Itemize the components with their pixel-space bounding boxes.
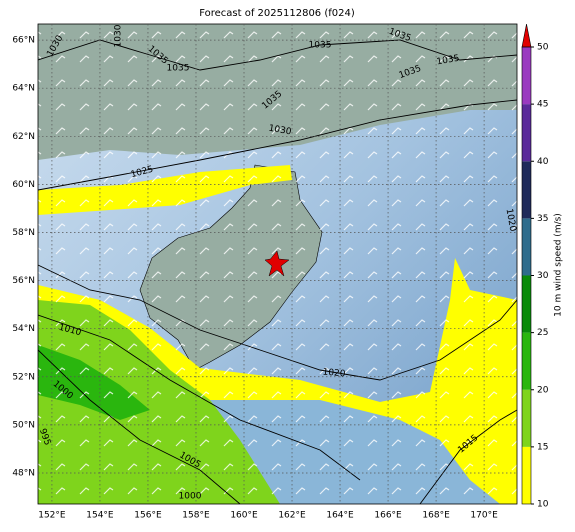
colorbar-tick-label: 35 [537, 214, 548, 224]
contour-label: 1020 [504, 208, 518, 233]
colorbar-segment [522, 104, 531, 162]
isobar [419, 409, 517, 504]
lat-tick-label: 66°N [12, 36, 35, 46]
colorbar-tick-label: 50 [537, 43, 549, 53]
isobar [38, 264, 517, 381]
colorbar-extension [521, 23, 532, 48]
colorbar-segment [522, 332, 531, 390]
lon-tick-label: 166°E [374, 511, 402, 521]
lon-tick-label: 156°E [134, 511, 162, 521]
lat-tick-label: 60°N [12, 180, 35, 190]
colorbar-tick-label: 25 [537, 328, 548, 338]
lon-tick-label: 160°E [230, 511, 258, 521]
colorbar-segment [522, 218, 531, 276]
lat-tick-label: 64°N [12, 84, 35, 94]
lat-tick-label: 58°N [12, 228, 35, 238]
colorbar-segment [522, 275, 531, 333]
lat-tick-label: 48°N [12, 468, 35, 478]
contour-label: 1035 [309, 41, 332, 51]
lat-tick-label: 56°N [12, 276, 35, 286]
contour-label: 1035 [436, 54, 460, 68]
lat-tick-label: 62°N [12, 132, 35, 142]
colorbar-segment [522, 47, 531, 105]
contour-label: 1000 [179, 492, 202, 502]
contour-label: 1035 [167, 64, 190, 74]
map-frame [37, 23, 518, 505]
lon-tick-label: 162°E [278, 511, 306, 521]
isobar [38, 314, 361, 481]
lon-tick-label: 168°E [422, 511, 450, 521]
lon-tick-label: 152°E [38, 511, 66, 521]
colorbar-tick-label: 10 [537, 500, 549, 510]
isobar [38, 99, 517, 191]
contour-label: 1030 [114, 24, 124, 47]
lat-tick-label: 52°N [12, 372, 35, 382]
colorbar-segment [522, 389, 531, 447]
contour-label: 1030 [268, 124, 293, 138]
colorbar-tick-label: 20 [537, 385, 549, 395]
colorbar-tick-label: 15 [537, 442, 548, 452]
contour-label: 1020 [322, 368, 346, 380]
title: Forecast of 2025112806 (f024) [199, 8, 355, 19]
colorbar-tick-label: 45 [537, 100, 548, 110]
colorbar-tick-label: 40 [537, 157, 549, 167]
lat-tick-label: 54°N [12, 324, 35, 334]
location-star [264, 250, 290, 277]
lon-tick-label: 158°E [182, 511, 210, 521]
lat-tick-label: 50°N [12, 420, 35, 430]
colorbar-segment [522, 161, 531, 219]
colorbar-segment [522, 446, 531, 504]
colorbar-tick-label: 30 [537, 271, 549, 281]
map-area [38, 24, 517, 504]
lon-tick-label: 154°E [86, 511, 114, 521]
colorbar-label: 10 m wind speed (m/s) [554, 213, 564, 317]
lon-tick-label: 170°E [470, 511, 498, 521]
isobar [38, 349, 241, 504]
lon-tick-label: 164°E [326, 511, 354, 521]
isobar [38, 39, 517, 71]
